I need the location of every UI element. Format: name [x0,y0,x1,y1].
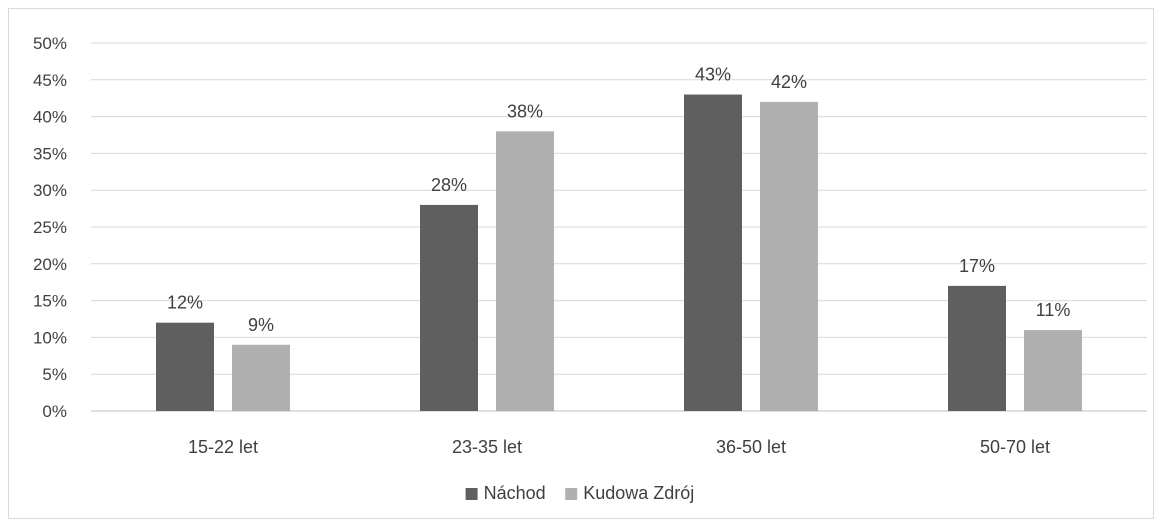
bar-series-2 [1024,330,1082,411]
y-axis: 0% 5% 10% 15% 20% 25% 30% 35% 40% 45% 50% [33,34,67,421]
y-tick-label: 50% [33,34,67,53]
y-tick-label: 25% [33,218,67,237]
bars [156,94,1082,412]
data-label: 28% [431,175,467,195]
bar-series-1 [948,285,1006,411]
bar-series-2 [496,131,554,411]
data-label: 42% [771,72,807,92]
y-tick-label: 45% [33,71,67,90]
y-tick-label: 15% [33,292,67,311]
data-label: 12% [167,293,203,313]
y-tick-label: 0% [42,402,67,421]
data-labels: 12% 9% 28% 38% 43% 42% 17% 11% [167,65,1070,335]
data-label: 38% [507,101,543,121]
data-label: 11% [1036,300,1071,320]
bar-series-2 [232,344,290,411]
x-tick-label: 23-35 let [452,437,522,457]
y-tick-label: 35% [33,144,67,163]
bar-series-2 [760,101,818,411]
data-label: 43% [695,65,731,85]
x-tick-label: 15-22 let [188,437,258,457]
legend-label: Náchod [484,483,546,503]
x-tick-label: 36-50 let [716,437,786,457]
y-tick-label: 40% [33,108,67,127]
legend: Náchod Kudowa Zdrój [465,483,694,503]
y-tick-label: 10% [33,328,67,347]
y-tick-label: 30% [33,181,67,200]
bar-series-1 [420,204,478,411]
y-tick-label: 5% [42,365,67,384]
bar-series-1 [684,94,742,412]
bar-series-1 [156,322,214,411]
legend-label: Kudowa Zdrój [583,483,694,503]
data-label: 17% [959,256,995,276]
bar-chart: 0% 5% 10% 15% 20% 25% 30% 35% 40% 45% 50% 12% 9% 28%… [33,34,1147,503]
chart-area: 0% 5% 10% 15% 20% 25% 30% 35% 40% 45% 50% 12% 9% 28%… [8,8,1154,519]
y-tick-label: 20% [33,255,67,274]
x-axis: 15-22 let 23-35 let 36-50 let 50-70 let [188,437,1050,457]
x-tick-label: 50-70 let [980,437,1050,457]
legend-swatch [565,488,578,500]
legend-swatch [465,488,478,500]
data-label: 9% [248,315,274,335]
